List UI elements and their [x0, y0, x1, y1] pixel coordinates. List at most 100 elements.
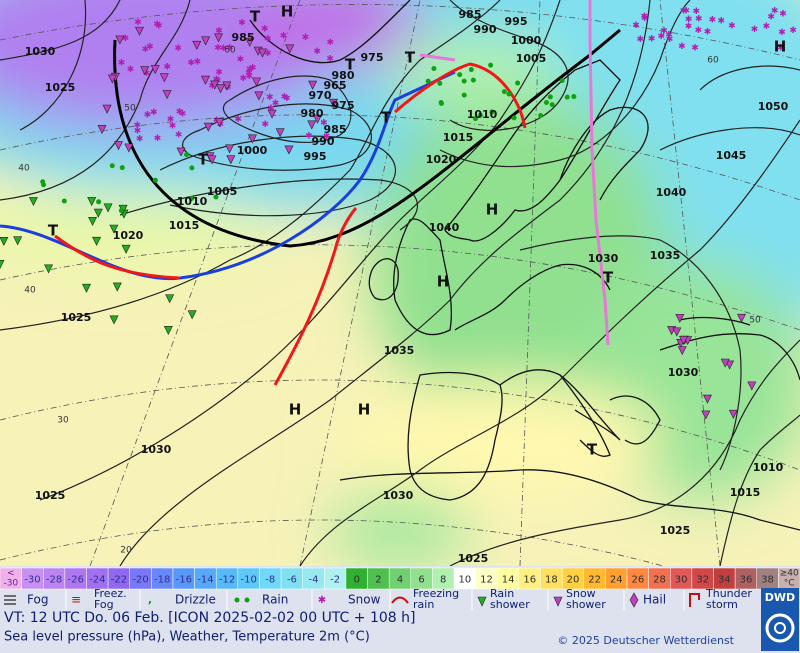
snow-symbol: ✱ — [217, 120, 225, 130]
snow-symbol: ✱ — [143, 69, 151, 79]
rain-symbol — [109, 163, 115, 169]
rain-symbol — [461, 92, 467, 98]
dwd-logo: DWD — [761, 588, 799, 651]
latitude-lines — [0, 0, 800, 566]
snow-symbol: ✱ — [657, 32, 665, 42]
isobar-label: 1015 — [730, 486, 761, 499]
scale-label: -10 — [240, 575, 256, 586]
rain-symbol — [119, 165, 125, 171]
shower-symbol — [728, 409, 738, 419]
snow-symbol: ✱ — [179, 109, 187, 119]
shower-symbol — [0, 260, 5, 270]
rain-symbol — [437, 80, 443, 86]
snow-symbol: ✱ — [154, 134, 162, 144]
isobar-label: 990 — [474, 23, 497, 36]
rain-symbol — [501, 89, 507, 95]
isobar-label: 1020 — [113, 229, 144, 242]
isobar-label: 1030 — [383, 489, 414, 502]
grid-label: 50 — [749, 316, 761, 326]
isobar-label: 995 — [304, 150, 327, 163]
snow-symbol: ✱ — [704, 28, 712, 38]
scale-label: 34 — [718, 575, 731, 586]
scale-label: 32 — [696, 575, 709, 586]
shower-symbol — [115, 35, 125, 45]
snow-symbol: ✱ — [778, 28, 786, 38]
rain-symbol — [118, 208, 124, 214]
pressure-system: T — [198, 151, 209, 169]
legend-icon — [553, 596, 563, 607]
rain-symbol — [506, 91, 512, 97]
snow-symbol: ✱ — [169, 122, 177, 132]
snow-symbol: ✱ — [789, 26, 797, 36]
isobar-label: 975 — [361, 51, 384, 64]
snow-symbol: ✱ — [220, 44, 228, 54]
copyright: © 2025 Deutscher Wetterdienst — [557, 634, 734, 647]
legend-label: Drizzle — [175, 593, 216, 607]
pressure-system: T — [587, 441, 598, 459]
shower-symbol — [192, 40, 202, 50]
isobar-label: 1015 — [443, 131, 474, 144]
shower-symbol — [176, 147, 186, 157]
shower-symbol — [97, 125, 107, 134]
isobars — [0, 0, 800, 566]
snow-symbol: ✱ — [728, 21, 736, 31]
pressure-system: T — [345, 56, 356, 74]
shower-symbol — [88, 217, 98, 227]
snow-symbol: ✱ — [666, 35, 674, 45]
shower-symbol — [201, 75, 210, 85]
isobar-label: 1025 — [45, 81, 76, 94]
scale-label: -22 — [111, 575, 127, 586]
shower-symbol — [720, 358, 730, 368]
rain-symbol — [515, 80, 521, 86]
shower-symbol — [109, 224, 119, 234]
shower-symbol — [114, 141, 124, 151]
shower-symbol — [677, 346, 687, 356]
rain-symbol — [461, 78, 467, 84]
shower-symbol — [222, 81, 232, 91]
scale-label: -2 — [330, 575, 340, 586]
snow-symbol: ✱ — [213, 75, 221, 85]
legend-label: Thunder — [705, 587, 752, 600]
shower-symbol — [13, 236, 23, 246]
snow-symbol: ✱ — [283, 94, 291, 104]
shower-symbol — [93, 208, 103, 218]
grid-label: 60 — [224, 46, 236, 56]
pressure-system: H — [358, 401, 371, 419]
shower-symbol — [102, 104, 112, 114]
snow-symbol: ✱ — [305, 132, 313, 142]
legend-label: shower — [490, 598, 530, 611]
snow-symbol: ✱ — [682, 7, 690, 17]
isobar-label: 1010 — [177, 195, 208, 208]
snow-symbol: ✱ — [127, 65, 135, 75]
isobar-label: 975 — [332, 99, 355, 112]
shower-symbol — [207, 155, 217, 165]
rain-symbol — [488, 62, 494, 68]
rain-symbol — [152, 177, 158, 183]
snow-symbol: ✱ — [660, 27, 668, 37]
snow-symbol: ✱ — [208, 82, 216, 92]
pressure-system: H — [289, 401, 302, 419]
shower-symbol — [201, 36, 211, 46]
grid-label: 50 — [124, 104, 136, 114]
rain-symbol — [468, 67, 474, 73]
scale-label: -24 — [89, 575, 105, 586]
isobar-label: 1005 — [516, 52, 547, 65]
isobar-label: 1040 — [656, 186, 687, 199]
legend-icon: ✱ — [318, 595, 326, 606]
legend-icon: , — [148, 593, 152, 606]
map: ✱✱✱✱✱✱✱✱✱✱✱✱✱✱✱✱✱✱✱✱✱✱✱✱✱✱✱✱✱✱✱✱✱✱✱✱✱✱✱✱… — [0, 0, 800, 566]
isobar-label: 985 — [459, 8, 482, 21]
shower-symbol — [226, 155, 236, 165]
snow-symbol: ✱ — [326, 54, 334, 64]
snow-symbol: ✱ — [695, 26, 703, 36]
legend-label: rain — [413, 598, 434, 611]
grid-label: 20 — [120, 546, 132, 556]
shower-symbol — [165, 294, 175, 304]
snow-symbol: ✱ — [281, 92, 289, 102]
rain-symbol — [559, 78, 565, 84]
isobar-label: 965 — [324, 79, 347, 92]
legend-label: Rain — [262, 593, 288, 607]
isobar-label: 995 — [505, 15, 528, 28]
shower-symbol — [254, 91, 264, 101]
snow-symbol: ✱ — [632, 21, 640, 31]
